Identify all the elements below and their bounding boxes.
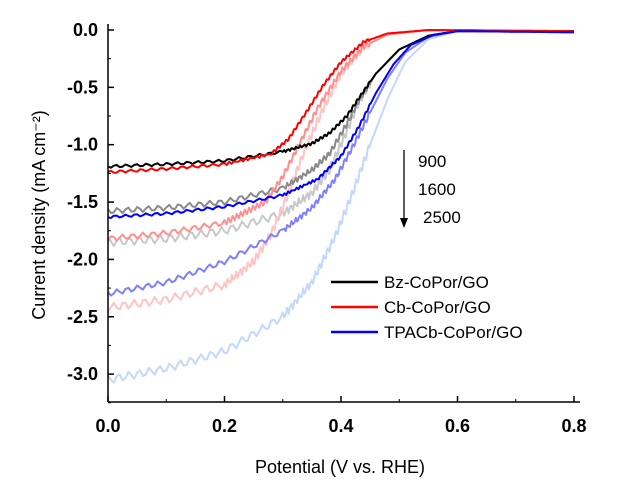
y-tick-label: -1.0: [67, 135, 98, 155]
y-tick-label: -0.5: [67, 77, 98, 97]
series-line: [107, 30, 575, 169]
x-tick-label: 0.8: [561, 416, 586, 436]
y-tick-label: -1.5: [67, 192, 98, 212]
y-tick-label: -3.0: [67, 364, 98, 384]
legend: Bz-CoPor/GO Cb-CoPor/GO TPACb-CoPor/GO: [331, 273, 523, 342]
curves: [107, 29, 575, 384]
y-tick-label: 0.0: [73, 20, 98, 40]
ticks: 0.0 0.2 0.4 0.6 0.8 0.0 -0.5 -1.0 -1.5 -2.0 -2.5 -3…: [67, 20, 587, 436]
arrow-head-icon: [400, 218, 408, 228]
legend-label-bz: Bz-CoPor/GO: [384, 273, 489, 292]
x-tick-label: 0.2: [212, 416, 237, 436]
x-tick-label: 0.6: [445, 416, 470, 436]
x-tick-label: 0.0: [95, 416, 120, 436]
series-line: [107, 29, 575, 174]
x-tick-label: 0.4: [328, 416, 353, 436]
y-axis-label: Current density (mA cm⁻²): [29, 110, 49, 320]
rpm-label-900: 900: [418, 152, 446, 171]
legend-label-cb: Cb-CoPor/GO: [384, 298, 491, 317]
x-axis-label: Potential (V vs. RHE): [255, 457, 425, 477]
rpm-label-2500: 2500: [423, 208, 461, 227]
series-line: [107, 30, 575, 384]
rpm-label-1600: 1600: [418, 180, 456, 199]
series-line: [107, 30, 575, 219]
legend-label-tpacb: TPACb-CoPor/GO: [384, 323, 523, 342]
y-tick-label: -2.5: [67, 307, 98, 327]
y-tick-label: -2.0: [67, 249, 98, 269]
